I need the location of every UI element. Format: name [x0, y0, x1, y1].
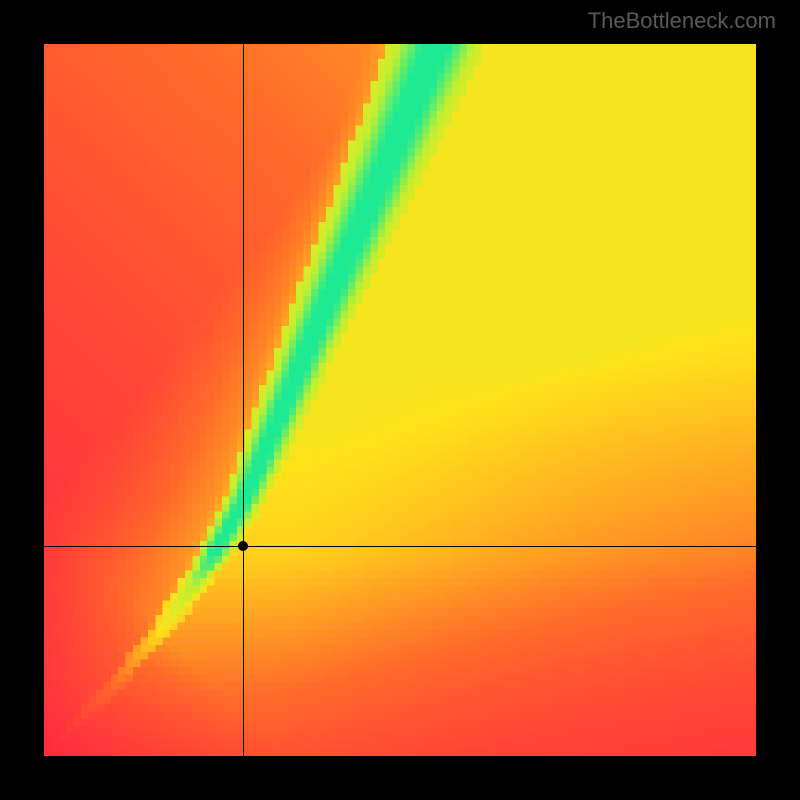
selection-marker-dot [238, 541, 248, 551]
watermark-text: TheBottleneck.com [588, 8, 776, 34]
heatmap-canvas [44, 44, 756, 756]
chart-container: TheBottleneck.com [0, 0, 800, 800]
crosshair-horizontal [44, 546, 756, 547]
crosshair-vertical [243, 44, 244, 756]
heatmap-plot-area [44, 44, 756, 756]
